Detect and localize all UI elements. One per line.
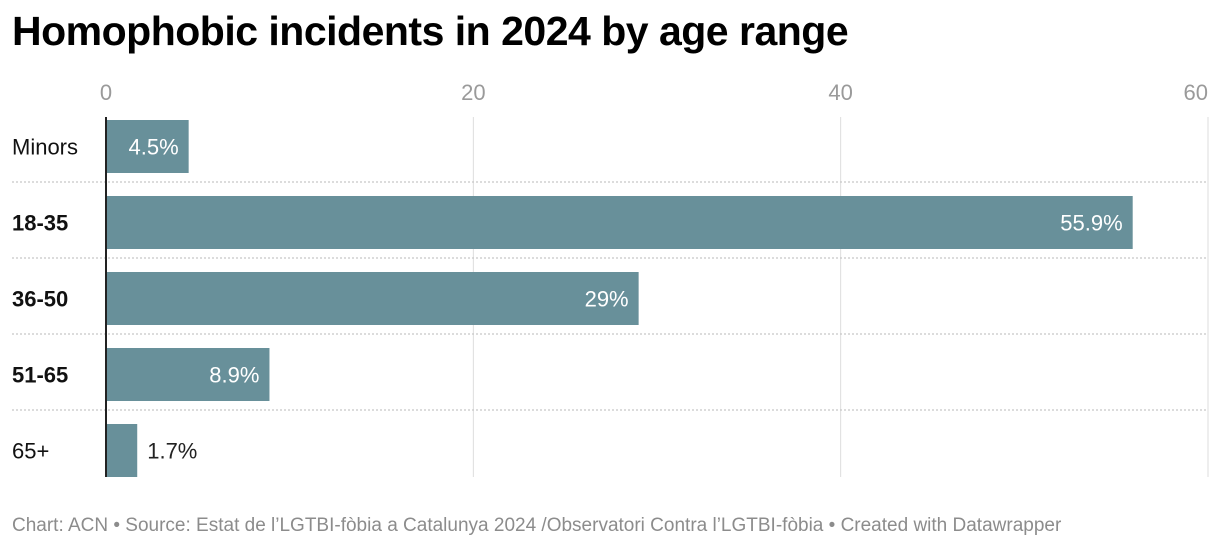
data-label: 29% [585,287,629,312]
bar [106,424,138,477]
bar-chart: 0 20 40 60 Minors 4.5% 18-35 55.9% 36-50 29% 51-65… [12,80,1209,477]
x-tick-label: 0 [100,80,112,105]
x-tick-label: 40 [828,80,852,105]
category-label: 51-65 [12,363,68,388]
category-label: 36-50 [12,287,68,312]
data-label: 1.7% [147,439,197,464]
data-label: 8.9% [209,363,259,388]
bar [106,348,270,401]
category-label: Minors [12,135,78,160]
chart-footer: Chart: ACN • Source: Estat de l’LGTBI-fò… [12,515,1062,536]
category-label: 18-35 [12,211,68,236]
chart-title: Homophobic incidents in 2024 by age rang… [12,8,849,54]
data-label: 55.9% [1060,211,1122,236]
bar [106,120,189,173]
data-label: 4.5% [128,135,178,160]
x-tick-label: 20 [461,80,485,105]
bar [106,272,639,325]
x-tick-label: 60 [1184,80,1208,105]
bar [106,196,1133,249]
category-label: 65+ [12,439,49,464]
